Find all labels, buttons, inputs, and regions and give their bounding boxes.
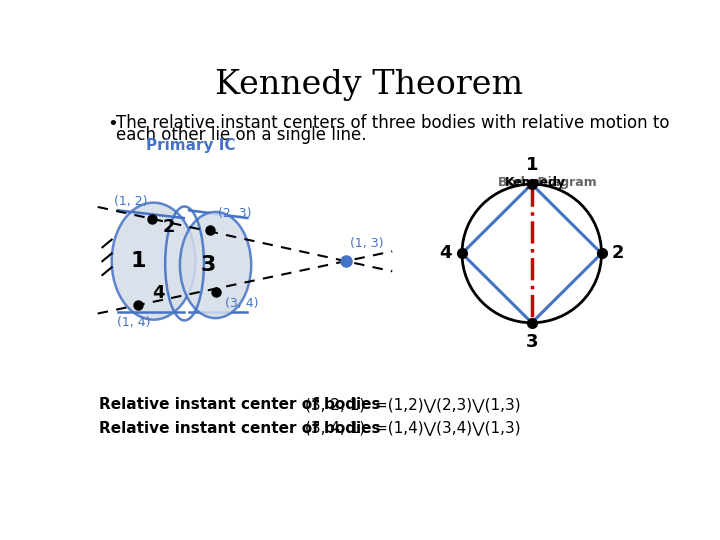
Text: (2, 3): (2, 3) [218, 207, 252, 220]
Ellipse shape [180, 212, 251, 318]
Text: (1, 3): (1, 3) [350, 238, 383, 251]
Text: Relative instant center of bodies: Relative instant center of bodies [99, 421, 381, 436]
Text: 2: 2 [611, 245, 624, 262]
Text: 4: 4 [439, 245, 452, 262]
Text: The relative instant centers of three bodies with relative motion to: The relative instant centers of three bo… [117, 114, 670, 132]
Text: (3, 2, 1)  =(1,2)⋁(2,3)⋁(1,3): (3, 2, 1) =(1,2)⋁(2,3)⋁(1,3) [305, 397, 521, 413]
Text: 4: 4 [152, 285, 164, 302]
Text: Kennedy Theorem: Kennedy Theorem [215, 69, 523, 100]
Text: (3, 4, 1)  =(1,4)⋁(3,4)⋁(1,3): (3, 4, 1) =(1,4)⋁(3,4)⋁(1,3) [305, 421, 521, 436]
Text: (1, 4): (1, 4) [117, 316, 151, 329]
Text: •: • [107, 115, 118, 133]
Text: Body Diagram: Body Diagram [498, 177, 597, 190]
Text: Relative instant center of bodies: Relative instant center of bodies [99, 397, 381, 413]
Text: 2: 2 [163, 218, 175, 235]
Ellipse shape [112, 202, 195, 320]
Text: (1, 2): (1, 2) [114, 195, 147, 208]
Text: Kennedy: Kennedy [505, 177, 566, 190]
Text: 1: 1 [130, 251, 145, 271]
Text: 1: 1 [526, 156, 538, 174]
Text: (3, 4): (3, 4) [225, 296, 258, 309]
Text: 3: 3 [200, 255, 215, 275]
Text: 3: 3 [526, 333, 538, 351]
Text: Primary IC: Primary IC [146, 138, 235, 153]
Text: each other lie on a single line.: each other lie on a single line. [117, 126, 367, 144]
